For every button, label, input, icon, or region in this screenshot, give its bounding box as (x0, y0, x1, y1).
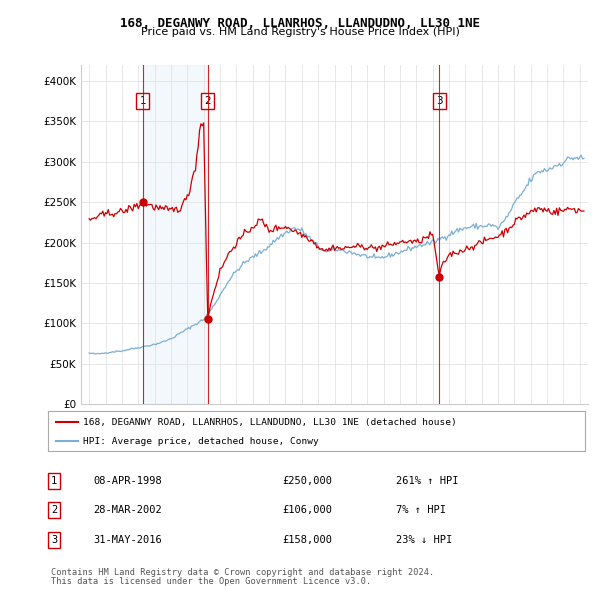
Text: 28-MAR-2002: 28-MAR-2002 (93, 506, 162, 515)
Text: 08-APR-1998: 08-APR-1998 (93, 476, 162, 486)
Text: £158,000: £158,000 (282, 535, 332, 545)
Text: HPI: Average price, detached house, Conwy: HPI: Average price, detached house, Conw… (83, 437, 319, 446)
Text: £250,000: £250,000 (282, 476, 332, 486)
Text: This data is licensed under the Open Government Licence v3.0.: This data is licensed under the Open Gov… (51, 577, 371, 586)
Text: £106,000: £106,000 (282, 506, 332, 515)
Text: 3: 3 (51, 535, 57, 545)
Text: 2: 2 (204, 96, 211, 106)
Text: 168, DEGANWY ROAD, LLANRHOS, LLANDUDNO, LL30 1NE: 168, DEGANWY ROAD, LLANRHOS, LLANDUDNO, … (120, 17, 480, 30)
Bar (143, 65, 208, 404)
Text: Price paid vs. HM Land Registry's House Price Index (HPI): Price paid vs. HM Land Registry's House … (140, 27, 460, 37)
Text: 168, DEGANWY ROAD, LLANRHOS, LLANDUDNO, LL30 1NE (detached house): 168, DEGANWY ROAD, LLANRHOS, LLANDUDNO, … (83, 418, 457, 427)
Text: 31-MAY-2016: 31-MAY-2016 (93, 535, 162, 545)
Text: Contains HM Land Registry data © Crown copyright and database right 2024.: Contains HM Land Registry data © Crown c… (51, 568, 434, 576)
Text: 23% ↓ HPI: 23% ↓ HPI (396, 535, 452, 545)
Text: 7% ↑ HPI: 7% ↑ HPI (396, 506, 446, 515)
Text: 1: 1 (139, 96, 146, 106)
Text: 261% ↑ HPI: 261% ↑ HPI (396, 476, 458, 486)
Text: 3: 3 (436, 96, 443, 106)
Text: 1: 1 (51, 476, 57, 486)
Text: 2: 2 (51, 506, 57, 515)
